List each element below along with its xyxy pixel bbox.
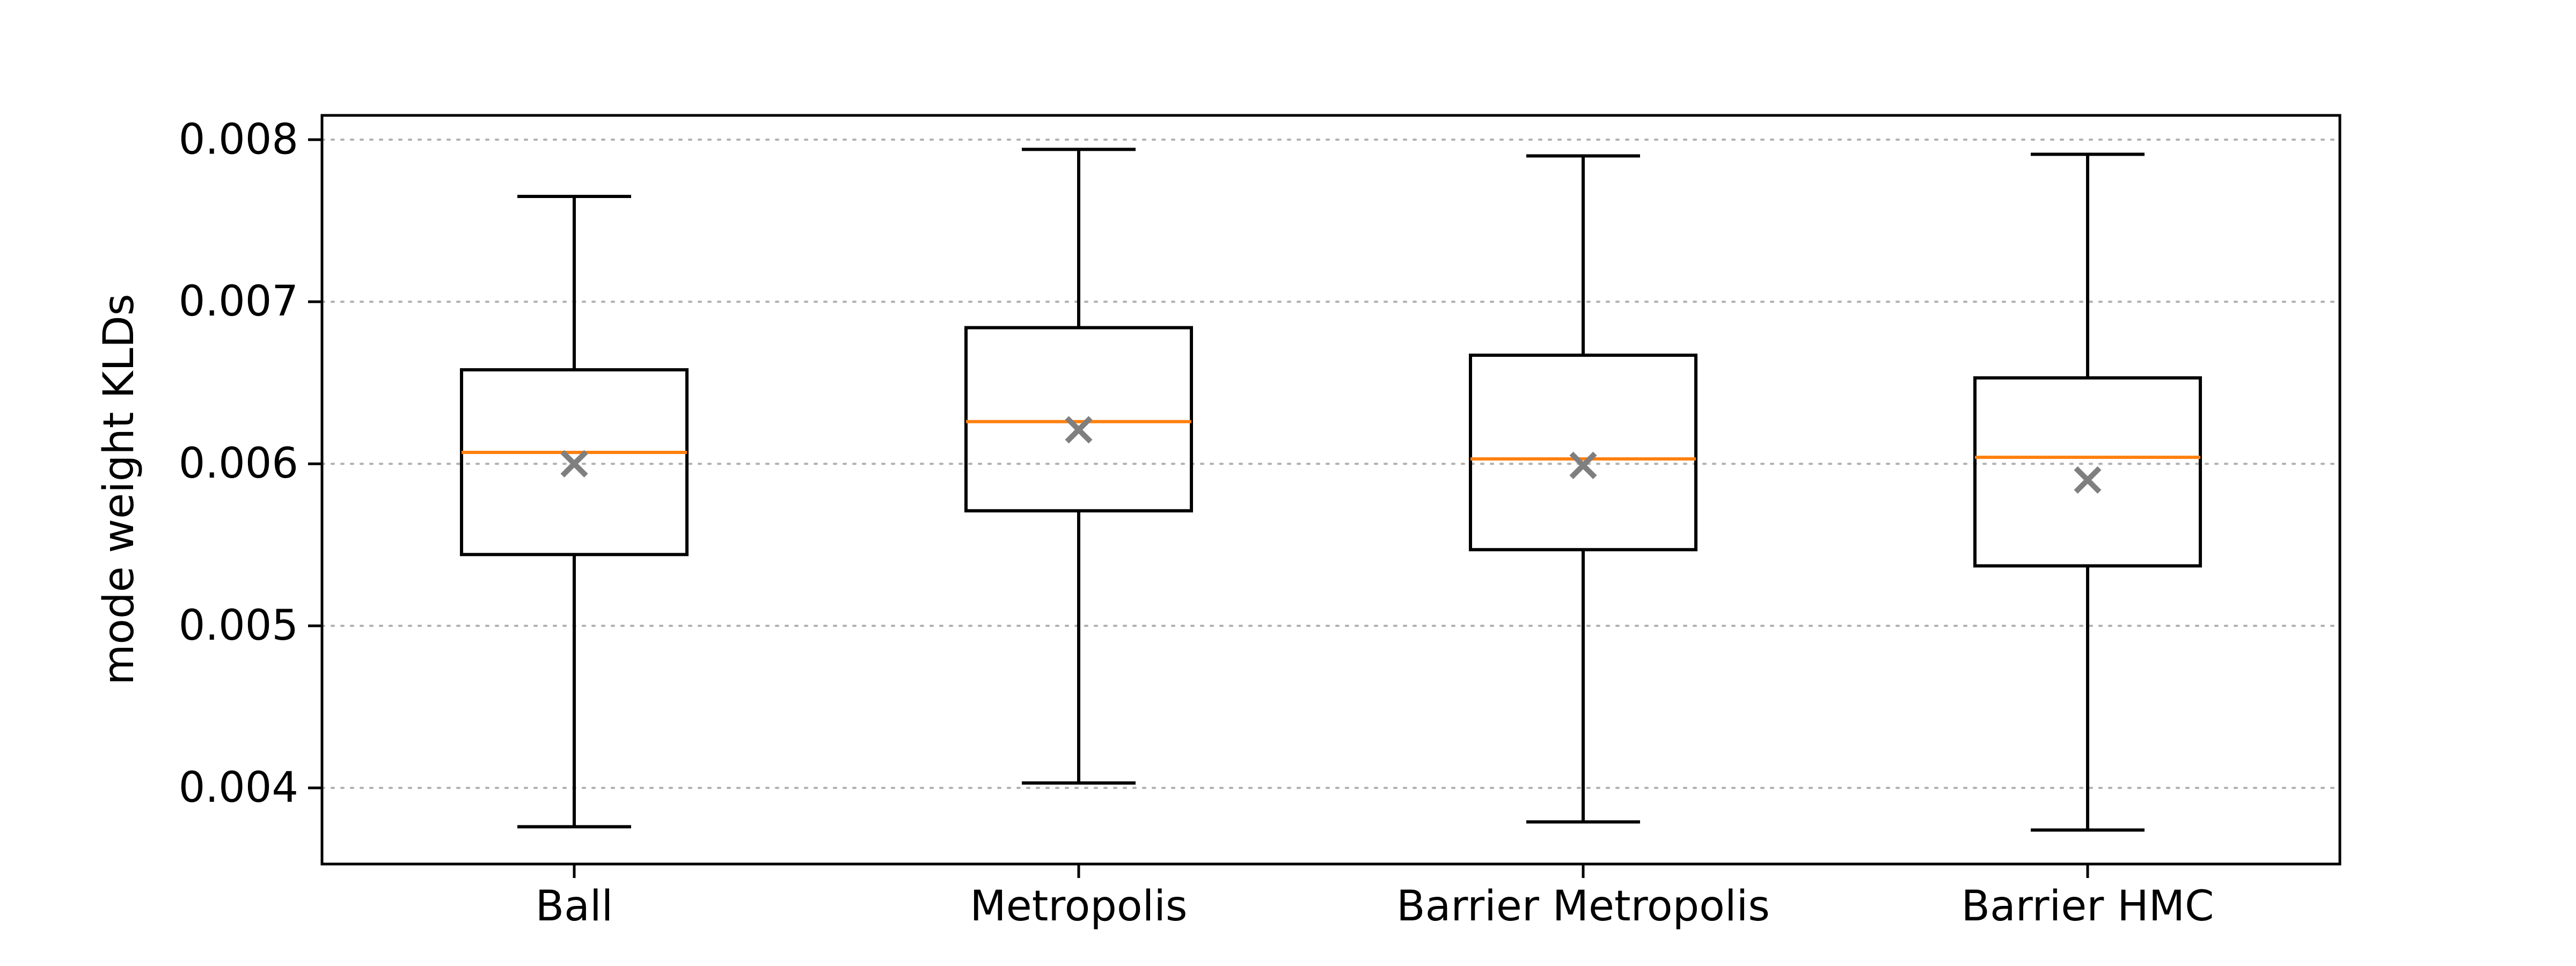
mean-marker-stroke [1569, 451, 1597, 479]
box-plot-barrier-hmc [1973, 152, 2202, 832]
box-iqr [1469, 353, 1697, 552]
box-plot-metropolis [964, 148, 1193, 785]
x-axis-ticks: Ball Metropolis Barrier Metropolis Barrier … [536, 864, 2214, 931]
mean-marker [1065, 416, 1093, 444]
y-tick-label: 0.005 [179, 602, 298, 650]
y-tick-label: 0.004 [179, 764, 298, 812]
mean-marker-stroke [560, 450, 588, 478]
box-iqr [1973, 376, 2202, 568]
y-tick-label: 0.008 [179, 115, 298, 164]
y-tick-label: 0.007 [179, 277, 298, 326]
plot-frame [320, 114, 2341, 866]
box-iqr [964, 326, 1193, 513]
x-tick-label: Metropolis [970, 882, 1187, 931]
x-tick-label: Barrier Metropolis [1396, 882, 1770, 931]
y-tick-label: 0.006 [179, 440, 298, 488]
y-axis-label: mode weight KLDs [95, 294, 143, 685]
mean-marker-stroke [2074, 466, 2102, 494]
box-plots [460, 148, 2202, 832]
mean-marker-stroke [1065, 416, 1093, 444]
mean-marker [2074, 466, 2102, 494]
mean-marker [560, 450, 588, 478]
box-plot-barrier-metropolis [1469, 154, 1697, 824]
x-tick-label: Ball [536, 882, 613, 931]
box-plot-ball [460, 194, 689, 829]
box-iqr [460, 368, 689, 557]
y-axis-ticks: 0.004 0.005 0.006 0.007 0.008 [179, 115, 322, 812]
grid-lines [321, 138, 2341, 789]
plot-background [322, 115, 2340, 864]
x-tick-label: Barrier HMC [1961, 882, 2214, 931]
mean-marker [1569, 451, 1597, 479]
